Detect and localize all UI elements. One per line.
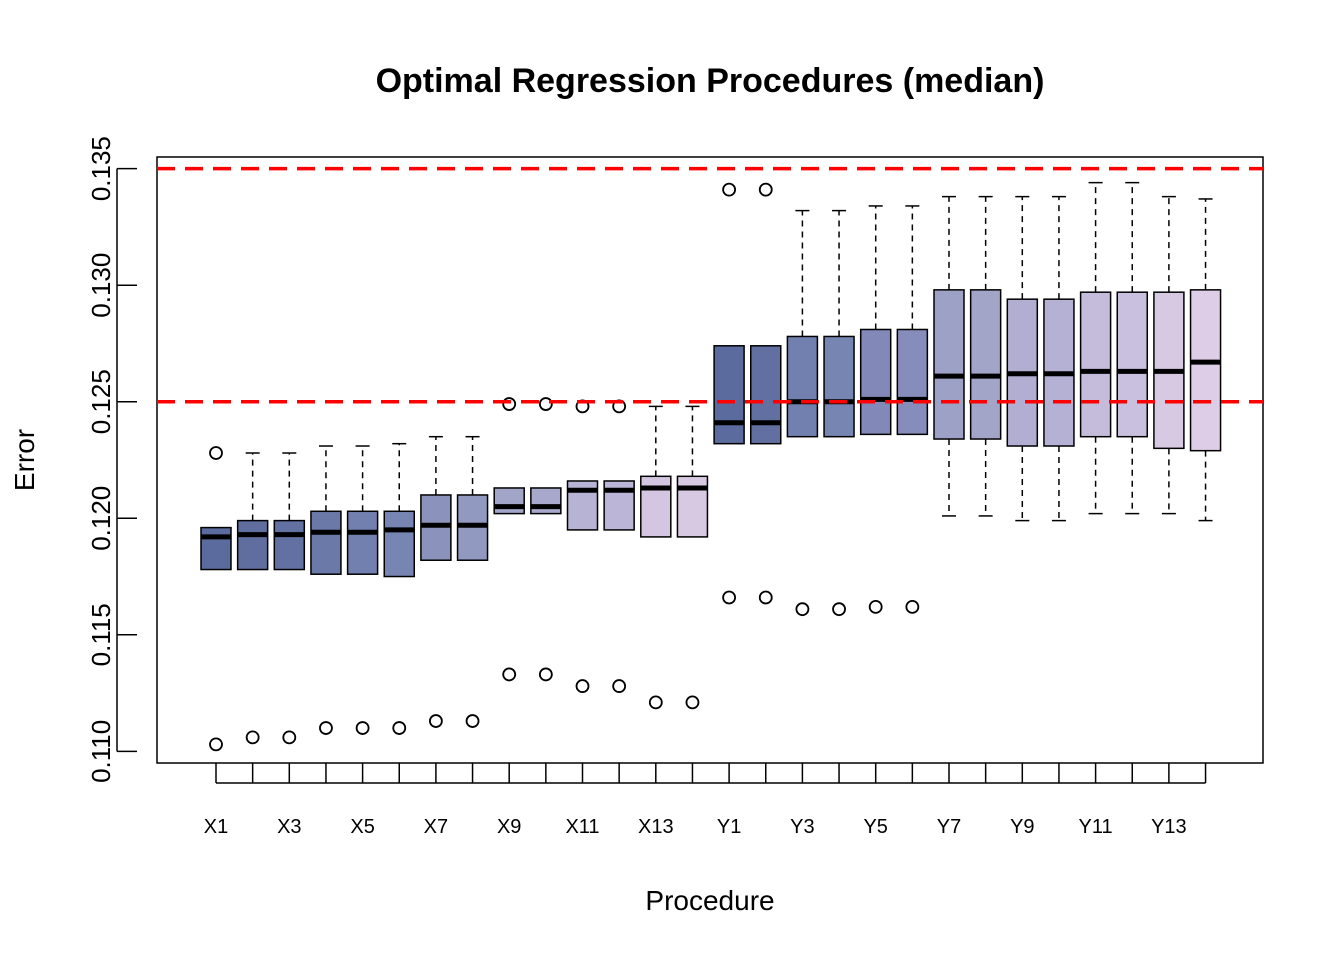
box-x3 xyxy=(273,519,306,571)
x-tick-label: X7 xyxy=(424,816,448,838)
box-y8 xyxy=(969,289,1002,440)
box-y6 xyxy=(896,328,929,436)
outlier-point xyxy=(282,730,297,745)
y-tick-label: 0.110 xyxy=(86,720,116,783)
outlier-point xyxy=(612,679,627,693)
x-tick-label: Y1 xyxy=(717,816,741,838)
box-x1 xyxy=(200,526,232,571)
y-tick-label: 0.135 xyxy=(86,136,116,201)
x-tick-label: X9 xyxy=(497,816,521,838)
x-tick-label: Y3 xyxy=(790,816,814,838)
y-tick-label: 0.120 xyxy=(86,486,116,551)
chart-title: Optimal Regression Procedures (median) xyxy=(376,62,1045,100)
outlier-point xyxy=(428,714,443,728)
y-tick-label: 0.130 xyxy=(86,253,116,318)
x-tick-label: X11 xyxy=(565,816,599,838)
box-y5 xyxy=(859,328,892,436)
box-x14 xyxy=(676,475,709,538)
outlier-point xyxy=(209,446,223,460)
x-tick-label: X13 xyxy=(638,816,674,838)
box-y14 xyxy=(1189,289,1222,452)
x-tick-label: X3 xyxy=(277,816,301,838)
outlier-point xyxy=(502,397,517,411)
box-y2 xyxy=(750,345,782,445)
outlier-point xyxy=(319,721,333,735)
y-tick-label: 0.125 xyxy=(86,369,116,434)
plot-area: 0.110 0.115 0.120 0.125 0.130 0.135 X1 X3 X5 X7 X9… xyxy=(86,136,1264,838)
y-tick-label: 0.115 xyxy=(86,603,116,666)
box-x5 xyxy=(346,510,379,575)
outlier-point xyxy=(209,737,223,752)
box-y1 xyxy=(713,345,745,445)
outlier-point xyxy=(538,397,553,411)
outlier-point xyxy=(465,714,480,728)
box-y3 xyxy=(786,335,819,438)
outlier-point xyxy=(722,590,736,605)
x-tick-label: Y11 xyxy=(1079,816,1113,838)
box-x10 xyxy=(530,487,562,515)
x-axis-label: Procedure xyxy=(645,885,774,916)
box-y4 xyxy=(823,335,855,438)
box-x9 xyxy=(493,487,525,515)
outlier-point xyxy=(905,599,920,614)
outlier-point xyxy=(502,667,517,682)
box-x6 xyxy=(383,510,415,578)
outlier-point xyxy=(685,695,700,710)
box-y7 xyxy=(933,289,965,440)
x-tick-label: Y13 xyxy=(1151,816,1187,838)
outlier-point xyxy=(538,667,553,682)
box-x4 xyxy=(310,510,342,575)
outlier-point xyxy=(832,602,846,617)
outlier-point xyxy=(355,721,370,735)
outlier-point xyxy=(245,730,260,745)
outlier-point xyxy=(868,599,883,614)
box-x13 xyxy=(640,475,672,538)
x-tick-label: X1 xyxy=(204,816,228,838)
x-tick-label: Y9 xyxy=(1010,816,1034,838)
outlier-point xyxy=(392,721,407,735)
x-tick-label: X5 xyxy=(350,816,374,838)
x-tick-label: Y7 xyxy=(937,816,961,838)
outlier-point xyxy=(795,602,810,617)
box-y12 xyxy=(1116,291,1148,438)
outlier-point xyxy=(575,679,590,693)
outlier-point xyxy=(758,590,773,605)
outlier-point xyxy=(722,182,736,197)
x-tick-label: Y5 xyxy=(863,816,887,838)
box-x2 xyxy=(236,519,269,571)
outlier-point xyxy=(648,695,663,710)
box-y11 xyxy=(1079,291,1112,438)
y-axis-label: Error xyxy=(9,429,40,491)
outlier-point xyxy=(758,182,773,197)
plot-frame xyxy=(156,156,1264,764)
